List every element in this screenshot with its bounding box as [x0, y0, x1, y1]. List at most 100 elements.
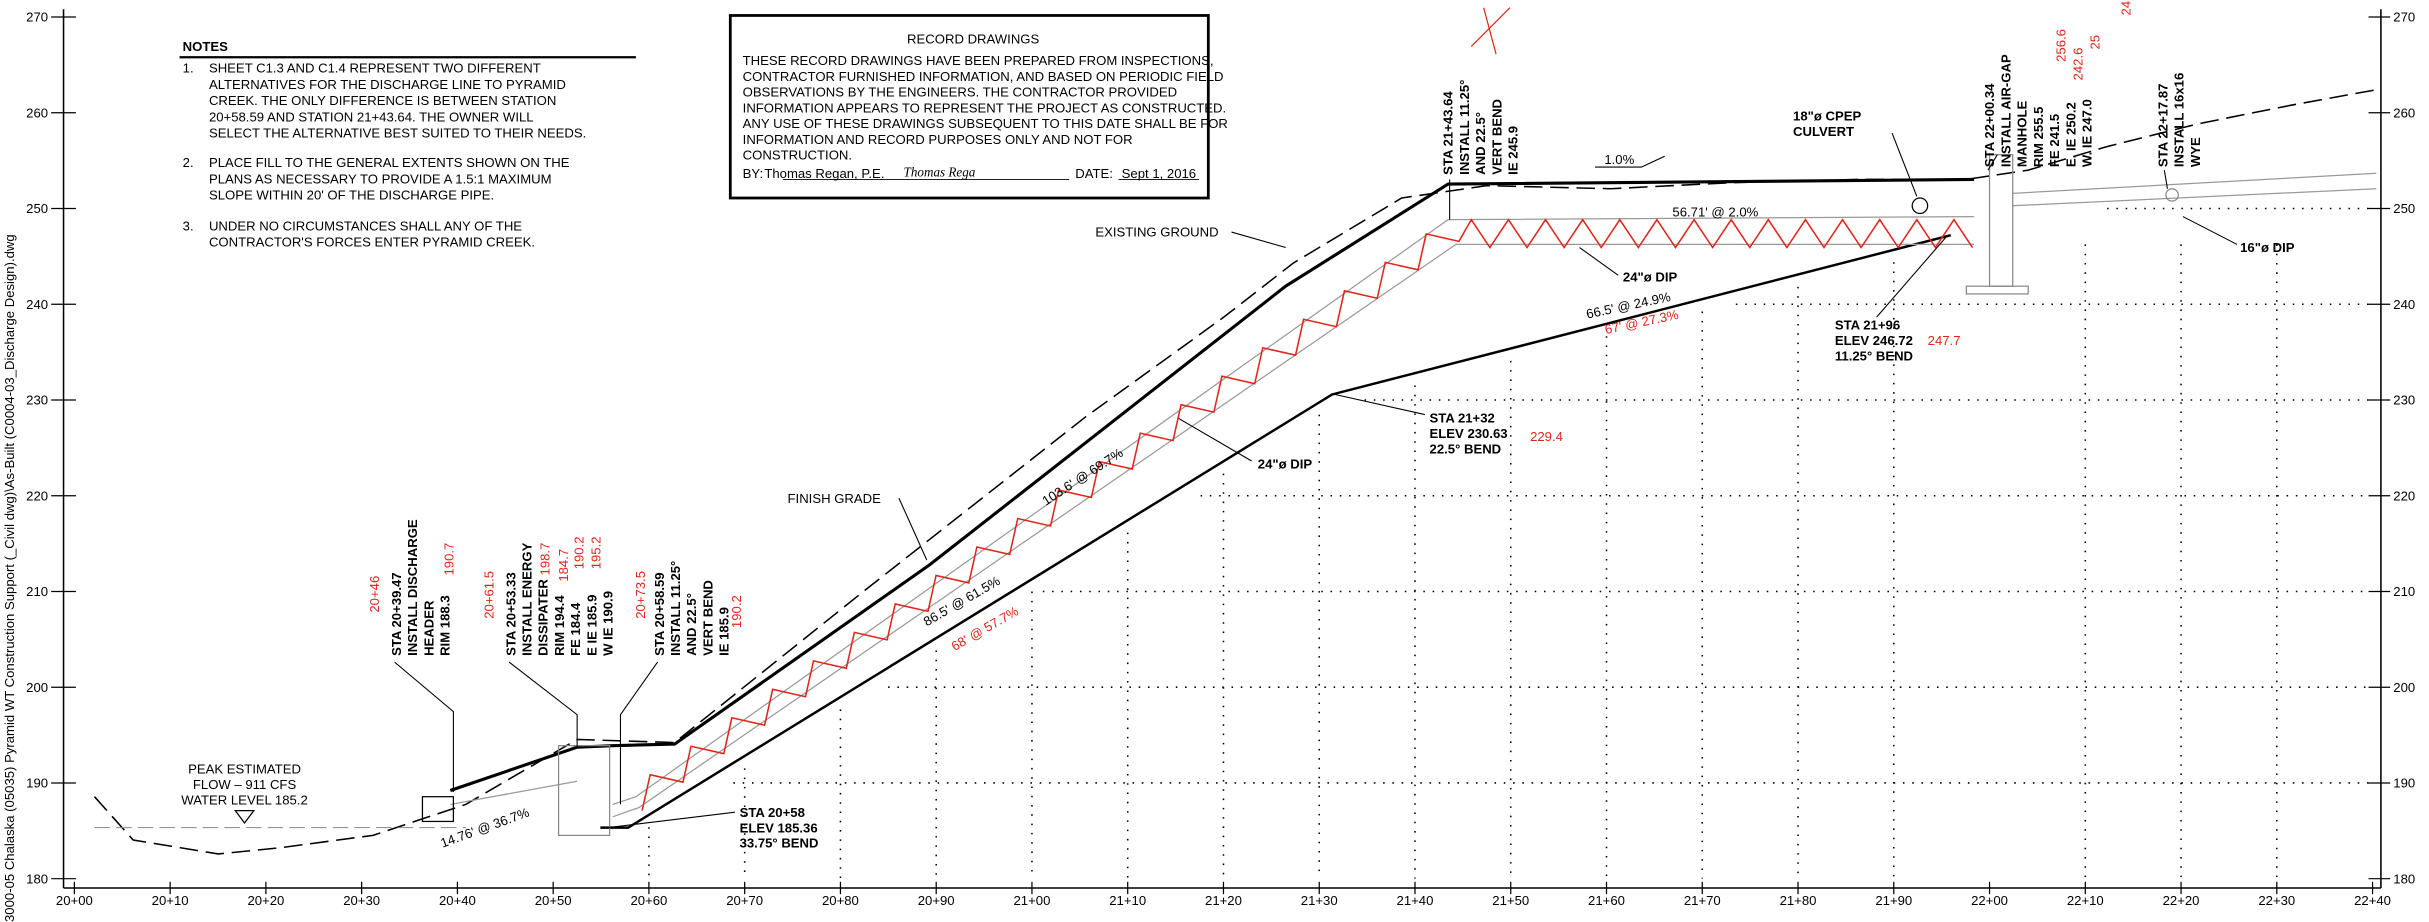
pipe-16-invert: [2013, 189, 2377, 206]
red-zigzag: [642, 220, 1972, 811]
elevation-label: 190: [26, 776, 48, 791]
callout: EXISTING GROUND: [1095, 225, 1218, 240]
record-line: THESE RECORD DRAWINGS HAVE BEEN PREPARED…: [743, 53, 1214, 68]
elevation-label: 180: [26, 871, 48, 886]
note-line: SELECT THE ALTERNATIVE BEST SUITED TO TH…: [209, 126, 586, 141]
elevation-label: 260: [2393, 105, 2415, 120]
station-callout: STA 22+00.34: [1982, 83, 1997, 167]
station-callout: MANHOLE: [2015, 100, 2030, 167]
red-note: 195.2: [588, 536, 603, 569]
callout: WATER LEVEL 185.2: [181, 792, 307, 807]
water-symbol: [235, 811, 254, 823]
note-line: PLANS AS NECESSARY TO PROVIDE A 1.5:1 MA…: [209, 171, 552, 186]
leader: [1232, 232, 1286, 247]
leader: [1335, 394, 1425, 414]
profile-drawing: 3000-05 Chalaska (05035) Pyramid WT Cons…: [0, 0, 2429, 922]
elevation-label: 250: [26, 201, 48, 216]
elevation-label: 180: [2393, 871, 2415, 886]
energy-dissipater: [559, 746, 610, 836]
callout: 33.75° BEND: [740, 836, 819, 851]
callout: STA 20+58: [740, 805, 805, 820]
station-callout: INSTALL 11.25°: [668, 561, 683, 656]
callout: FLOW – 911 CFS: [193, 777, 297, 792]
elevation-label: 240: [26, 297, 48, 312]
record-line: CONTRACTOR FURNISHED INFORMATION, AND BA…: [743, 69, 1224, 84]
pipe-crown: [613, 217, 1974, 805]
station-callout: RIM 255.5: [2031, 107, 2046, 168]
page: { "file_path": "3000-05 Chalaska (05035)…: [0, 0, 2429, 922]
station-callout: STA 20+58.59: [652, 572, 667, 656]
station-label: 20+30: [343, 893, 380, 908]
leaders: [395, 133, 2237, 828]
note-number: 1.: [183, 61, 194, 76]
elevation-label: 230: [2393, 393, 2415, 408]
elevation-label: 200: [26, 680, 48, 695]
station-callout: IE 245.9: [1506, 126, 1521, 175]
note-line: CREEK. THE ONLY DIFFERENCE IS BETWEEN ST…: [209, 93, 556, 108]
red-markup: [1471, 8, 1510, 54]
station-callout: FE 241.5: [2047, 114, 2062, 167]
elevation-label: 190: [2393, 776, 2415, 791]
station-callout: WYE: [2188, 137, 2203, 167]
callout: ELEV 185.36: [740, 820, 818, 835]
elevation-label: 230: [26, 393, 48, 408]
elevation-label: 270: [26, 10, 48, 25]
callout: ELEV 246.72: [1835, 333, 1913, 348]
leader: [899, 498, 927, 560]
elevation-label: 260: [26, 105, 48, 120]
callout: 16"ø DIP: [2240, 240, 2295, 255]
finish-grade: [450, 179, 1974, 790]
notes-title: NOTES: [183, 39, 228, 54]
record-line: OBSERVATIONS BY THE ENGINEERS. THE CONTR…: [743, 85, 1177, 100]
red-note: 20+61.5: [482, 571, 497, 619]
station-callout: INSTALL 11.25°: [1457, 80, 1472, 175]
station-callout: DISSIPATER: [536, 579, 551, 656]
station-callout: STA 21+43.64: [1441, 91, 1456, 175]
station-callout: INSTALL ENERGY: [520, 542, 535, 656]
note-line: CONTRACTOR'S FORCES ENTER PYRAMID CREEK.: [209, 235, 535, 250]
red-note: 256.6: [2053, 29, 2068, 62]
note-line: SLOPE WITHIN 20' OF THE DISCHARGE PIPE.: [209, 188, 494, 203]
callout: 18"ø CPEP: [1793, 109, 1861, 124]
station-label: 21+80: [1780, 893, 1817, 908]
note-line: SHEET C1.3 AND C1.4 REPRESENT TWO DIFFER…: [209, 61, 541, 76]
red-note: 242.6: [2070, 48, 2085, 81]
red-note: 20+73.5: [633, 571, 648, 619]
elevation-label: 220: [26, 488, 48, 503]
pipe-bedding-line: [600, 235, 1951, 827]
note-line: 20+58.59 AND STATION 21+43.64. THE OWNER…: [209, 109, 534, 124]
date: Sept 1, 2016: [1122, 166, 1196, 181]
red-note: 24: [2118, 1, 2133, 16]
station-callout: W IE 190.9: [601, 591, 616, 656]
station-label: 20+60: [630, 893, 667, 908]
red-note: 190.2: [571, 536, 586, 569]
manhole-base: [1966, 286, 2028, 294]
station-label: 21+50: [1492, 893, 1529, 908]
red-stroke: [1471, 8, 1510, 47]
record-line: CONSTRUCTION.: [743, 148, 852, 163]
station-callout: INSTALL 16x16: [2172, 73, 2187, 167]
station-label: 21+90: [1875, 893, 1912, 908]
station-label: 20+80: [822, 893, 859, 908]
station-label: 22+40: [2354, 893, 2391, 908]
station-label: 21+10: [1109, 893, 1146, 908]
signature: Thomas Rega: [904, 164, 976, 179]
zigzag: [642, 220, 1972, 811]
station-label: 20+10: [152, 893, 189, 908]
slope-label: 103.6' @ 69.7%: [1039, 445, 1126, 509]
leader: [1177, 418, 1251, 461]
station-label: 20+90: [918, 893, 955, 908]
station-label: 20+40: [439, 893, 476, 908]
station-callout: INSTALL AIR-GAP: [1998, 54, 2013, 167]
station-callout: W. IE 247.0: [2080, 99, 2095, 167]
by-label: BY:: [743, 166, 763, 181]
note-line: UNDER NO CIRCUMSTANCES SHALL ANY OF THE: [209, 219, 522, 234]
red-note: 190.2: [729, 595, 744, 628]
leader: [620, 662, 657, 804]
station-label: 21+30: [1301, 893, 1338, 908]
elevation-label: 220: [2393, 488, 2415, 503]
record-title: RECORD DRAWINGS: [907, 31, 1039, 46]
station-callout: VERT BEND: [1489, 99, 1504, 175]
leader: [1892, 133, 1917, 196]
by-name: Thomas Regan, P.E.: [764, 166, 884, 181]
